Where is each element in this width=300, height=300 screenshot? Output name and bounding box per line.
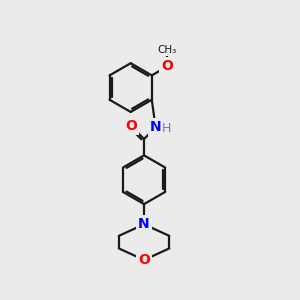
Text: O: O bbox=[138, 253, 150, 267]
Text: O: O bbox=[125, 119, 137, 133]
Text: O: O bbox=[161, 59, 173, 73]
Text: N: N bbox=[150, 120, 161, 134]
Text: N: N bbox=[138, 217, 150, 231]
Text: H: H bbox=[162, 122, 172, 135]
Text: CH₃: CH₃ bbox=[158, 44, 177, 55]
